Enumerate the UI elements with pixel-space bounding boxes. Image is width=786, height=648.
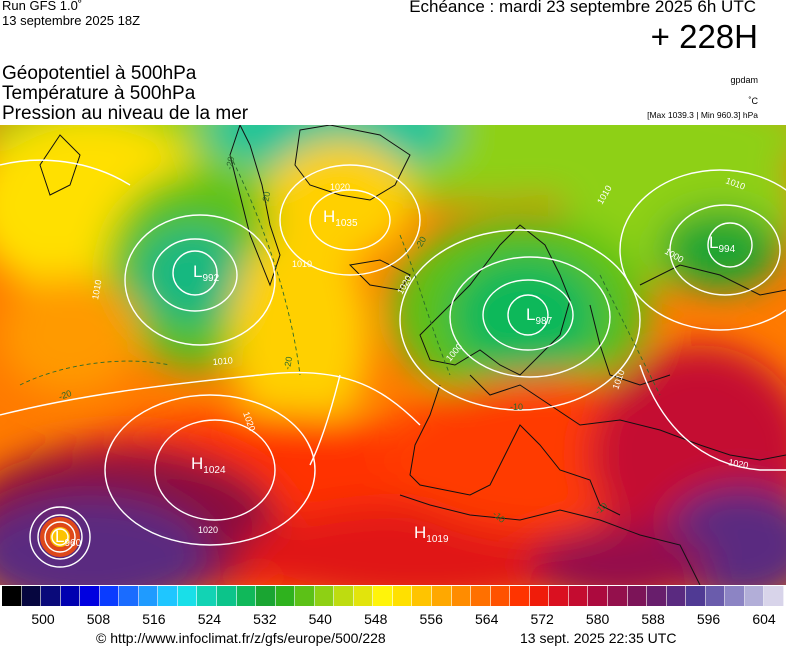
colorbar-swatch: [647, 586, 667, 606]
high-center-label: H1024: [191, 454, 226, 476]
isobars: [0, 159, 786, 568]
colorbar-swatch: [314, 586, 335, 606]
colorbar-tick-label: 588: [641, 611, 665, 627]
colorbar-swatch: [392, 586, 413, 606]
isobar-label: 1020: [330, 182, 350, 192]
pressure-max-min: [Max 1039.3 | Min 960.3] hPa: [647, 110, 758, 120]
colorbar-swatch: [353, 586, 374, 606]
colorbar-tick-label: 556: [419, 611, 443, 627]
colorbar-tick-label: 532: [253, 611, 277, 627]
colorbar-legend: [2, 586, 784, 606]
isotherm-label: -20: [282, 356, 294, 371]
colorbar-swatch: [490, 586, 511, 606]
pressure-centers: L992 H1035 L994 L987 H1024 L960 H1019: [55, 207, 736, 549]
generated-timestamp: 13 sept. 2025 22:35 UTC: [520, 630, 677, 646]
colorbar-swatch: [334, 586, 354, 606]
run-model-label: Run GFS 1.0˚: [2, 0, 83, 13]
colorbar-swatch: [99, 586, 120, 606]
colorbar-swatch: [373, 586, 393, 606]
colorbar-tick-label: 604: [752, 611, 776, 627]
colorbar-swatch: [295, 586, 315, 606]
unit-gpdam: gpdam: [730, 75, 758, 85]
low-center-label: L960: [55, 527, 82, 549]
colorbar-swatch: [119, 586, 139, 606]
isotherms: [19, 154, 661, 396]
colorbar-swatch: [41, 586, 61, 606]
colorbar-swatch: [725, 586, 745, 606]
colorbar-swatch: [529, 586, 550, 606]
colorbar-swatch: [2, 586, 22, 606]
colorbar-swatch: [256, 586, 276, 606]
colorbar-swatch: [568, 586, 589, 606]
colorbar-swatch: [607, 586, 628, 606]
geopotential-field: [0, 125, 786, 585]
colorbar-swatch: [627, 586, 648, 606]
coastlines: [39, 125, 786, 585]
param-geopotential: Géopotentiel à 500hPa: [2, 63, 197, 84]
isotherm-label: -20: [224, 156, 236, 171]
run-date-label: 13 septembre 2025 18Z: [2, 13, 141, 28]
colorbar-tick-label: 580: [585, 611, 610, 627]
isotherm-label: -20: [57, 388, 73, 402]
colorbar-tick-label: 548: [364, 611, 388, 627]
colorbar-tick-label: 500: [31, 611, 55, 627]
colorbar-swatch: [138, 586, 159, 606]
colorbar-swatch: [432, 586, 452, 606]
param-temperature: Température à 500hPa: [2, 83, 196, 104]
colorbar-tick-label: 572: [530, 611, 554, 627]
colorbar-swatch: [510, 586, 530, 606]
colorbar-swatch: [158, 586, 178, 606]
isotherm-label: -10: [510, 402, 523, 412]
colorbar-swatch: [21, 586, 42, 606]
lead-time-label: + 228H: [650, 18, 758, 55]
colorbar-swatch: [236, 586, 257, 606]
colorbar-swatch: [60, 586, 81, 606]
weather-map[interactable]: L992 H1035 L994 L987 H1024 L960 H1019 10…: [0, 125, 786, 585]
colorbar-swatch: [412, 586, 433, 606]
high-center-label: H1035: [323, 207, 358, 229]
colorbar-swatch: [471, 586, 491, 606]
colorbar-tick-label: 596: [696, 611, 721, 627]
colorbar-swatch: [177, 586, 198, 606]
colorbar-swatch: [666, 586, 687, 606]
colorbar-swatch: [705, 586, 726, 606]
unit-celsius: ˚C: [748, 96, 759, 106]
isobar-label: 1020: [198, 525, 218, 535]
colorbar-swatch: [764, 586, 784, 606]
copyright-url[interactable]: © http://www.infoclimat.fr/z/gfs/europe/…: [96, 630, 386, 646]
colorbar-tick-label: 564: [475, 611, 499, 627]
isobar-label: 1020: [728, 457, 749, 470]
low-center-label: L992: [193, 262, 220, 284]
colorbar-tick-label: 540: [308, 611, 332, 627]
colorbar-tick-label: 524: [197, 611, 222, 627]
colorbar-swatch: [80, 586, 100, 606]
low-center-label: L994: [709, 233, 736, 255]
colorbar-tick-label: 516: [142, 611, 166, 627]
low-center-label: L987: [526, 305, 553, 327]
colorbar-swatch: [217, 586, 237, 606]
colorbar-swatch: [197, 586, 218, 606]
colorbar-tick-label: 508: [86, 611, 111, 627]
valid-time-label: Echéance : mardi 23 septembre 2025 6h UT…: [409, 0, 756, 16]
colorbar-swatch: [275, 586, 296, 606]
colorbar-swatch: [549, 586, 569, 606]
colorbar-swatch: [451, 586, 472, 606]
param-pressure: Pression au niveau de la mer: [2, 103, 249, 124]
isotherm-label: -20: [260, 191, 272, 206]
isobar-label: 1010: [90, 279, 103, 300]
colorbar-swatch: [744, 586, 765, 606]
isobar-label: 1010: [212, 355, 233, 367]
colorbar-swatch: [686, 586, 706, 606]
isobar-label: 1010: [292, 259, 312, 269]
colorbar-swatch: [588, 586, 608, 606]
high-center-label: H1019: [414, 523, 449, 545]
